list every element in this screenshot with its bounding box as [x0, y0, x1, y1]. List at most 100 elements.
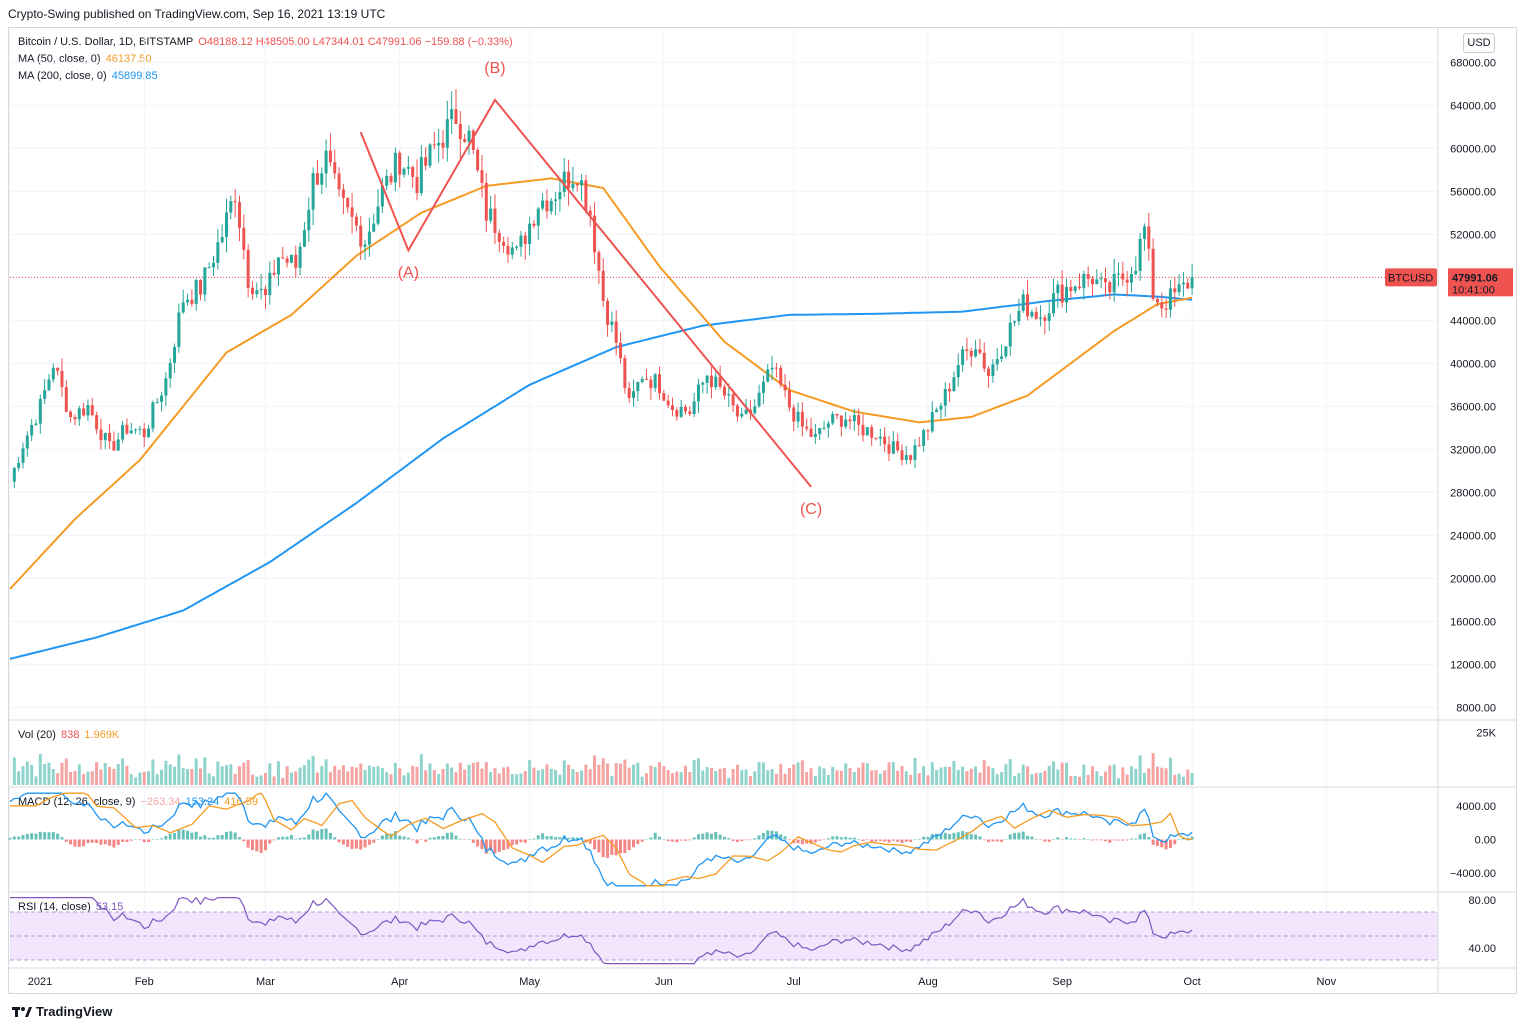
volume-bar — [575, 771, 579, 785]
macd-histogram-bar — [186, 830, 190, 840]
time-tick-label: Aug — [918, 976, 938, 988]
macd-histogram-bar — [844, 836, 848, 840]
volume-bar — [406, 772, 410, 785]
macd-histogram-bar — [632, 839, 636, 848]
macd-histogram-bar — [1039, 839, 1043, 840]
macd-histogram-bar — [207, 837, 211, 840]
macd-signal-line — [10, 792, 1193, 887]
macd-histogram-bar — [1099, 839, 1103, 841]
macd-histogram-bar — [1017, 832, 1021, 840]
price-tick-label: 20000.00 — [1450, 573, 1496, 585]
candle-body — [761, 381, 765, 393]
candle-body — [432, 144, 436, 146]
macd-histogram-bar — [1000, 839, 1004, 842]
macd-histogram-bar — [645, 839, 649, 840]
macd-tick-label: 4000.00 — [1456, 801, 1496, 813]
macd-histogram-bar — [246, 839, 250, 848]
volume-bar — [623, 759, 627, 785]
volume-bar — [670, 773, 674, 785]
macd-histogram-bar — [160, 838, 164, 840]
volume-bar — [679, 771, 683, 785]
candle-body — [1030, 311, 1034, 317]
macd-histogram-bar — [709, 833, 713, 840]
volume-bar — [69, 772, 73, 785]
volume-bar — [1082, 764, 1086, 785]
macd-histogram-bar — [437, 836, 441, 840]
symbol-legend: Bitcoin / U.S. Dollar, 1D, BITSTAMP O481… — [18, 36, 515, 48]
candle-body — [467, 130, 471, 142]
candle-body — [56, 367, 60, 371]
macd-histogram — [8, 828, 1194, 858]
volume-bar — [147, 771, 151, 785]
volume-bar — [1021, 764, 1025, 785]
macd-histogram-bar — [147, 839, 151, 842]
volume-bar — [883, 770, 887, 785]
macd-histogram-bar — [809, 839, 813, 844]
volume-bar — [1013, 776, 1017, 785]
candle-body — [116, 439, 120, 451]
candle-body — [961, 349, 965, 366]
candle-body — [437, 142, 441, 146]
candle-body — [714, 376, 718, 388]
volume-bar — [675, 771, 679, 785]
currency-button[interactable]: USD — [1463, 33, 1495, 53]
volume-bar — [506, 766, 510, 785]
candle-body — [302, 230, 306, 247]
candle-body — [406, 167, 410, 169]
macd-histogram-bar — [1056, 837, 1060, 840]
tradingview-logo[interactable]: TradingView — [12, 1004, 112, 1019]
macd-histogram-bar — [978, 836, 982, 840]
macd-histogram-bar — [567, 837, 571, 840]
candle-body — [233, 201, 237, 203]
macd-histogram-bar — [415, 839, 419, 844]
volume-bar — [242, 762, 246, 785]
candle-body — [1121, 273, 1125, 280]
candle-body — [601, 270, 605, 301]
candle-body — [974, 349, 978, 357]
volume-bar — [250, 774, 254, 785]
volume-bar — [1000, 772, 1004, 785]
candle-body — [246, 249, 250, 288]
candle-body — [168, 362, 172, 379]
macd-histogram-bar — [688, 839, 692, 841]
candle-body — [402, 168, 406, 175]
candle-body — [1134, 270, 1138, 275]
macd-histogram-bar — [935, 833, 939, 840]
volume-bar — [1181, 776, 1185, 785]
volume-bar — [64, 758, 68, 785]
macd-histogram-bar — [597, 839, 601, 853]
volume-bar — [346, 771, 350, 785]
volume-bar — [56, 773, 60, 785]
candle-body — [614, 321, 618, 343]
macd-histogram-bar — [1134, 838, 1138, 840]
candle-body — [865, 427, 869, 436]
volume-bar — [454, 772, 458, 785]
volume-bar — [896, 770, 900, 785]
volume-bar — [606, 763, 610, 785]
volume-bar — [259, 775, 263, 785]
candle-body — [917, 445, 921, 447]
candle-body — [194, 279, 198, 304]
macd-histogram-bar — [51, 831, 55, 840]
price-tag-group: BTCUSD 47991.06 10:41:00 — [1385, 268, 1513, 297]
volume-bar — [709, 768, 713, 785]
macd-histogram-bar — [372, 839, 376, 843]
candle-body — [774, 367, 778, 369]
macd-histogram-bar — [1026, 835, 1030, 840]
candle-body — [1142, 226, 1146, 239]
volume-bar — [748, 776, 752, 785]
volume-bar — [298, 767, 302, 785]
time-tick-label: Apr — [391, 976, 408, 988]
volume-bar — [103, 763, 107, 785]
volume-bar — [60, 762, 64, 785]
macd-histogram-bar — [471, 839, 475, 843]
macd-histogram-bar — [285, 836, 289, 840]
candle-body — [255, 290, 259, 295]
candle-body — [515, 246, 519, 248]
ohlc-values: O48188.12 H48505.00 L47344.01 C47991.06 … — [198, 36, 513, 48]
candle-body — [229, 201, 233, 213]
macd-histogram-bar — [826, 838, 830, 840]
macd-histogram-bar — [852, 837, 856, 840]
candle-body — [800, 411, 804, 427]
